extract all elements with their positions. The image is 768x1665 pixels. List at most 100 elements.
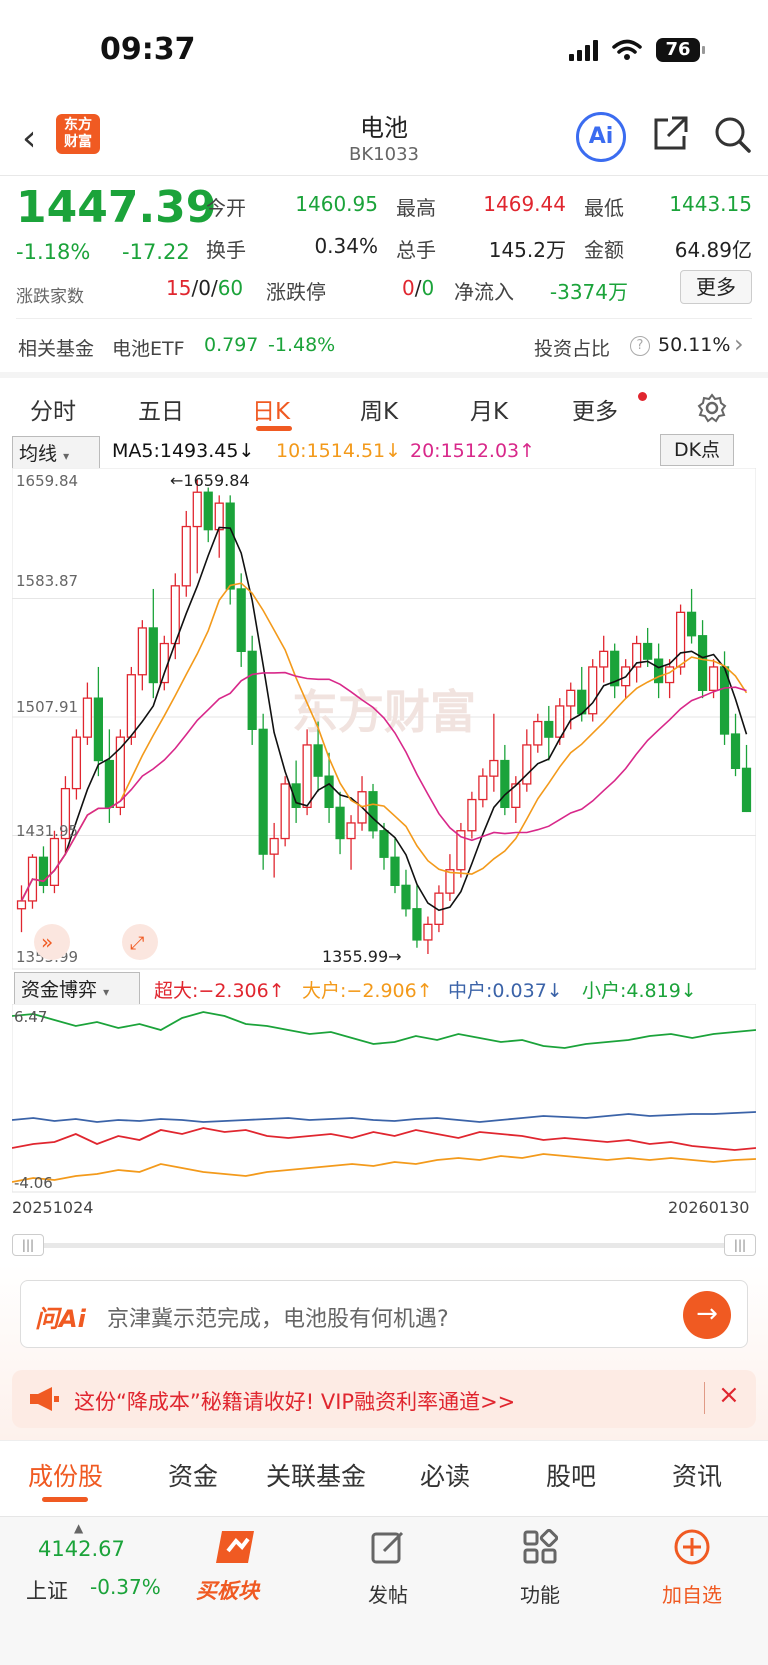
high-marker: ←1659.84 bbox=[170, 471, 250, 490]
function-label[interactable]: 功能 bbox=[520, 1583, 560, 1607]
tab-must-read[interactable]: 必读 bbox=[420, 1462, 471, 1491]
post-label[interactable]: 发帖 bbox=[368, 1583, 408, 1607]
active-tab-underline bbox=[42, 1497, 88, 1502]
medium-label: 中户:0.037↓ bbox=[448, 980, 563, 1002]
tab-forum[interactable]: 股吧 bbox=[546, 1462, 597, 1491]
date-end: 20260130 bbox=[668, 1198, 750, 1217]
turnover-value: 0.34% bbox=[314, 234, 378, 258]
candle-body bbox=[302, 744, 312, 808]
candle-body bbox=[511, 783, 521, 808]
candle-body bbox=[566, 689, 576, 707]
candle-body bbox=[225, 502, 235, 590]
candle-body bbox=[654, 658, 664, 684]
candle-body bbox=[115, 736, 125, 808]
add-watchlist-label[interactable]: 加自选 bbox=[662, 1583, 722, 1607]
candle-body bbox=[291, 783, 301, 808]
candle-body bbox=[16, 900, 27, 910]
candle-body bbox=[181, 525, 191, 587]
back-icon[interactable]: ‹ bbox=[22, 118, 37, 159]
ma-bar: 均线 ▾ MA5:1493.45↓ 10:1514.51↓ 20:1512.03… bbox=[0, 436, 768, 469]
candle-body bbox=[236, 588, 246, 652]
candle-body bbox=[313, 744, 323, 777]
ma5-line bbox=[20, 526, 748, 912]
app-logo[interactable]: 东方 财富 bbox=[56, 114, 100, 154]
ai-button[interactable]: Ai bbox=[576, 112, 626, 162]
related-fund-change: -1.48% bbox=[268, 334, 336, 356]
candle-body bbox=[599, 650, 609, 668]
signal-icon bbox=[569, 39, 598, 61]
y-label-top: 1659.84 bbox=[16, 472, 78, 490]
tab-related-funds[interactable]: 关联基金 bbox=[266, 1462, 367, 1491]
candle-body bbox=[741, 767, 752, 813]
candle-body bbox=[401, 884, 411, 910]
chart-watermark: 东方财富 bbox=[292, 685, 476, 739]
limit-up: 0 bbox=[402, 276, 415, 300]
buy-sector-label[interactable]: 买板块 bbox=[196, 1579, 259, 1603]
add-circle-icon[interactable] bbox=[672, 1527, 712, 1567]
tab-five-day[interactable]: 五日 bbox=[138, 399, 184, 425]
index-value[interactable]: 4142.67 bbox=[38, 1537, 125, 1561]
fund-flow-lines bbox=[12, 1011, 756, 1183]
dk-point-button[interactable]: DK点 bbox=[660, 434, 734, 466]
candle-body bbox=[730, 733, 741, 769]
index-change[interactable]: -0.37% bbox=[90, 1575, 161, 1599]
small-flow-line bbox=[12, 1011, 756, 1049]
search-icon[interactable] bbox=[712, 114, 752, 154]
range-slider[interactable]: ||| ||| bbox=[12, 1234, 756, 1256]
more-button[interactable]: 更多 bbox=[680, 270, 752, 304]
settings-icon[interactable] bbox=[696, 392, 728, 424]
slider-handle-right[interactable]: ||| bbox=[724, 1234, 756, 1256]
indicator-dropdown[interactable]: 均线 ▾ bbox=[12, 436, 100, 469]
tab-news[interactable]: 资讯 bbox=[672, 1462, 723, 1491]
investment-ratio-value: 50.11% bbox=[658, 334, 731, 356]
tab-monthly-k[interactable]: 月K bbox=[470, 399, 509, 425]
ai-question-box[interactable]: 问Ai 京津冀示范完成，电池股有何机遇? → bbox=[20, 1280, 748, 1348]
tab-more[interactable]: 更多 bbox=[572, 399, 618, 425]
promo-banner[interactable]: 这份“降成本”秘籍请收好! VIP融资利率通道>> × bbox=[12, 1370, 756, 1428]
active-tab-underline bbox=[256, 426, 292, 431]
arrow-right-icon[interactable]: → bbox=[683, 1291, 731, 1339]
tab-intraday[interactable]: 分时 bbox=[30, 399, 76, 425]
slider-handle-left[interactable]: ||| bbox=[12, 1234, 44, 1256]
candle-body bbox=[467, 798, 477, 832]
turnover-label: 换手 bbox=[206, 238, 246, 262]
help-icon[interactable]: ? bbox=[630, 336, 650, 356]
candle-body bbox=[38, 856, 49, 886]
current-price: 1447.39 bbox=[16, 182, 217, 233]
edit-icon[interactable] bbox=[370, 1529, 406, 1565]
tab-funds[interactable]: 资金 bbox=[168, 1462, 219, 1491]
volume-value: 145.2万 bbox=[488, 238, 566, 262]
candle-body bbox=[588, 666, 598, 715]
candle-body bbox=[60, 787, 71, 840]
tab-constituents[interactable]: 成份股 bbox=[28, 1462, 104, 1491]
buy-sector-icon[interactable] bbox=[214, 1527, 260, 1567]
high-label: 最高 bbox=[396, 196, 436, 220]
tab-weekly-k[interactable]: 周K bbox=[360, 399, 399, 425]
y-label-3: 1507.91 bbox=[16, 698, 78, 716]
breadth-label: 涨跌家数 bbox=[16, 287, 84, 307]
tab-daily-k[interactable]: 日K bbox=[252, 399, 291, 425]
index-name[interactable]: 上证 bbox=[26, 1579, 68, 1603]
double-chevron-icon[interactable]: » bbox=[41, 930, 53, 954]
limit-down: 0 bbox=[421, 276, 435, 300]
fund-flow-dropdown[interactable]: 资金博弈 ▾ bbox=[14, 972, 140, 1005]
ma20-line bbox=[20, 671, 747, 902]
fund-flow-chart[interactable]: 6.47 -4.06 bbox=[12, 1004, 756, 1194]
ai-brand: 问Ai bbox=[35, 1305, 86, 1333]
share-icon[interactable] bbox=[650, 114, 690, 154]
breadth-sep: / bbox=[210, 276, 218, 300]
related-fund-row[interactable]: 相关基金 电池ETF 0.797 -1.48% 投资占比 ? 50.11% › bbox=[0, 320, 768, 370]
fullscreen-icon[interactable]: ⤢ bbox=[130, 933, 145, 954]
candle-body bbox=[247, 650, 257, 730]
candle-body bbox=[489, 759, 499, 777]
sector-code: BK1033 bbox=[349, 144, 419, 165]
candle-body bbox=[708, 666, 719, 691]
related-fund-price: 0.797 bbox=[204, 334, 259, 356]
close-icon[interactable]: × bbox=[718, 1380, 740, 1410]
kline-chart[interactable]: 东方财富 1659.84 1583.87 1507.91 1431.95 135… bbox=[12, 468, 756, 970]
caret-down-icon: ▾ bbox=[103, 985, 110, 999]
page-title: 电池 bbox=[360, 114, 408, 142]
status-bar: 09:37 76 bbox=[0, 0, 768, 100]
related-fund-name: 电池ETF bbox=[112, 338, 185, 360]
grid-icon[interactable] bbox=[522, 1529, 558, 1565]
